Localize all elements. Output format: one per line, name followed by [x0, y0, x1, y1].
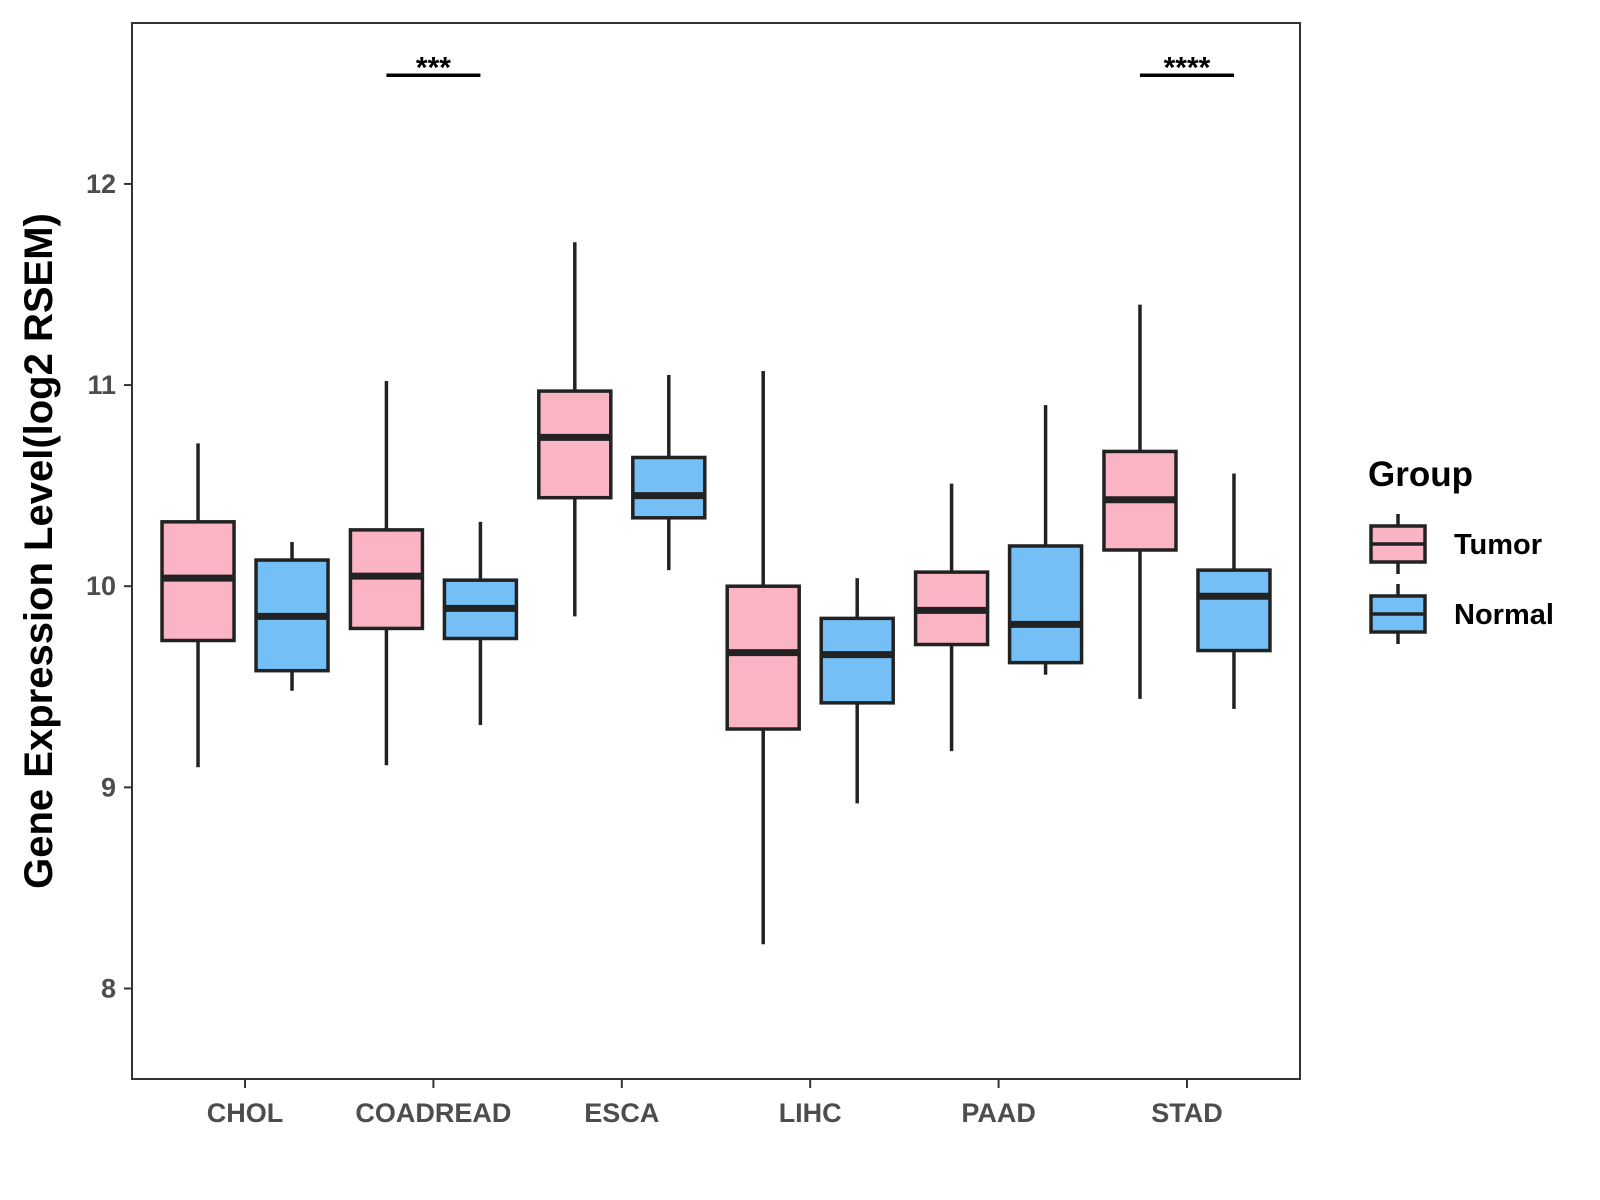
legend-label: Tumor: [1454, 529, 1542, 561]
box-iqr: [1196, 568, 1272, 653]
y-tick-label: 12: [86, 169, 116, 199]
x-tick-label: CHOL: [207, 1098, 284, 1128]
x-tick-label: LIHC: [779, 1098, 842, 1128]
y-tick-label: 10: [86, 571, 116, 601]
significance-label: ****: [1164, 51, 1211, 84]
box-stad-tumor: [1102, 304, 1178, 699]
y-tick-label: 8: [101, 973, 116, 1003]
legend-label: Normal: [1454, 599, 1554, 631]
box-chol-tumor: [160, 443, 236, 768]
box-esca-normal: [631, 375, 707, 571]
box-iqr: [1007, 544, 1084, 665]
box-coadread-normal: [442, 521, 519, 725]
legend-entry-normal: Normal: [1369, 584, 1554, 644]
box-iqr: [537, 389, 613, 500]
box-stad-normal: [1196, 473, 1272, 709]
box-paad-normal: [1007, 405, 1084, 675]
significance-label: ***: [416, 51, 451, 84]
x-tick-label: PAAD: [961, 1098, 1036, 1128]
y-tick-label: 9: [101, 772, 116, 802]
y-tick-label: 11: [87, 370, 116, 400]
box-iqr: [631, 455, 707, 520]
box-coadread-tumor: [348, 381, 425, 766]
significance-coadread: ***: [386, 51, 481, 84]
x-axis: CHOL COADREAD ESCA LIHC PAAD STAD: [207, 1079, 1223, 1128]
x-tick-label: COADREAD: [355, 1098, 511, 1128]
box-lihc-normal: [819, 578, 895, 804]
x-tick-label: STAD: [1151, 1098, 1223, 1128]
y-axis-title: Gene Expression Level(log2 RSEM): [17, 213, 61, 889]
boxes-layer: [160, 242, 1272, 945]
box-lihc-tumor: [725, 370, 801, 945]
x-tick-label: ESCA: [584, 1098, 659, 1128]
box-chol-normal: [254, 541, 330, 691]
box-esca-tumor: [537, 242, 613, 617]
box-iqr: [725, 584, 801, 731]
box-paad-tumor: [913, 483, 990, 752]
legend-entry-tumor: Tumor: [1369, 514, 1542, 574]
legend: Group Tumor Normal: [1368, 455, 1554, 644]
significance-stad: ****: [1139, 51, 1234, 84]
y-axis: 8 9 10 11 12: [86, 169, 132, 1003]
legend-title: Group: [1368, 455, 1473, 494]
significance-annotations: *** ****: [386, 51, 1234, 84]
box-iqr: [819, 616, 895, 705]
